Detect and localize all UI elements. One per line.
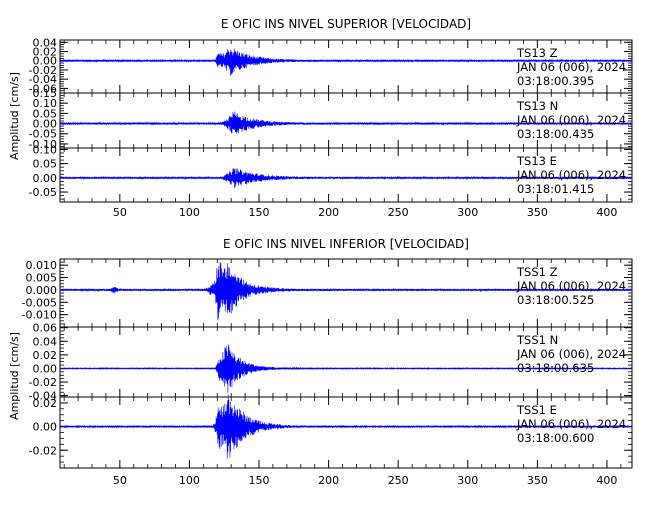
date-label: JAN 06 (006), 2024 bbox=[516, 279, 626, 293]
x-tick-label: 50 bbox=[113, 206, 127, 219]
x-tick-label: 150 bbox=[249, 474, 270, 487]
y-tick-label: 0.15 bbox=[33, 87, 58, 100]
x-tick-label: 400 bbox=[596, 474, 617, 487]
seismic-trace bbox=[59, 48, 633, 76]
y-tick-label: 0.00 bbox=[33, 55, 58, 68]
time-label: 03:18:01.415 bbox=[517, 182, 594, 196]
y-tick-label: 0.02 bbox=[33, 349, 58, 362]
y-axis-label: Amplitud [cm/s] bbox=[8, 72, 21, 160]
y-tick-label: -0.005 bbox=[22, 296, 57, 309]
x-tick-label: 350 bbox=[527, 206, 548, 219]
y-tick-label: -0.02 bbox=[29, 64, 57, 77]
y-tick-label: -0.02 bbox=[29, 444, 57, 457]
time-label: 03:18:00.525 bbox=[517, 293, 594, 307]
y-tick-label: -0.10 bbox=[29, 138, 57, 151]
y-tick-label: 0.04 bbox=[33, 335, 58, 348]
y-tick-label: 0.00 bbox=[33, 172, 58, 185]
y-tick-label: 0.005 bbox=[26, 272, 58, 285]
y-tick-label: 0.05 bbox=[33, 107, 58, 120]
station-label: TSS1 Z bbox=[516, 265, 558, 279]
y-tick-label: 0.10 bbox=[33, 143, 58, 156]
x-tick-label: 200 bbox=[318, 474, 339, 487]
y-tick-label: -0.010 bbox=[22, 309, 57, 322]
seismic-trace bbox=[59, 262, 633, 320]
x-tick-label: 100 bbox=[179, 206, 200, 219]
y-tick-label: 0.04 bbox=[33, 36, 58, 49]
time-label: 03:18:00.600 bbox=[517, 431, 594, 445]
y-tick-label: 0.10 bbox=[33, 97, 58, 110]
x-tick-label: 250 bbox=[388, 206, 409, 219]
x-tick-label: 250 bbox=[388, 474, 409, 487]
y-tick-label: 0.06 bbox=[33, 322, 58, 335]
y-tick-label: 0.02 bbox=[33, 46, 58, 59]
time-label: 03:18:00.635 bbox=[517, 361, 594, 375]
y-tick-label: 0.000 bbox=[26, 284, 58, 297]
date-label: JAN 06 (006), 2024 bbox=[516, 113, 626, 127]
y-axis-label: Amplitud [cm/s] bbox=[8, 332, 21, 420]
y-tick-label: -0.04 bbox=[29, 390, 57, 403]
y-tick-label: -0.02 bbox=[29, 376, 57, 389]
date-label: JAN 06 (006), 2024 bbox=[516, 417, 626, 431]
station-label: TS13 N bbox=[516, 99, 558, 113]
y-tick-label: -0.05 bbox=[29, 128, 57, 141]
y-tick-label: -0.06 bbox=[29, 82, 57, 95]
date-label: JAN 06 (006), 2024 bbox=[516, 168, 626, 182]
seismic-trace bbox=[59, 168, 633, 189]
y-tick-label: -0.04 bbox=[29, 73, 57, 86]
time-label: 03:18:00.435 bbox=[517, 127, 594, 141]
time-label: 03:18:00.395 bbox=[517, 74, 594, 88]
x-tick-label: 300 bbox=[457, 474, 478, 487]
y-tick-label: 0.010 bbox=[26, 259, 58, 272]
x-tick-label: 100 bbox=[179, 474, 200, 487]
station-label: TSS1 E bbox=[516, 403, 557, 417]
y-tick-label: 0.05 bbox=[33, 158, 58, 171]
y-tick-label: 0.02 bbox=[33, 397, 58, 410]
x-tick-label: 400 bbox=[596, 206, 617, 219]
station-label: TS13 Z bbox=[516, 46, 558, 60]
y-tick-label: -0.05 bbox=[29, 186, 57, 199]
x-tick-label: 150 bbox=[249, 206, 270, 219]
chart-title: E OFIC INS NIVEL SUPERIOR [VELOCIDAD] bbox=[221, 17, 471, 31]
y-tick-label: 0.00 bbox=[33, 421, 58, 434]
station-label: TS13 E bbox=[516, 154, 557, 168]
station-label: TSS1 N bbox=[516, 333, 558, 347]
seismic-trace bbox=[59, 111, 633, 134]
x-tick-label: 350 bbox=[527, 474, 548, 487]
x-tick-label: 50 bbox=[113, 474, 127, 487]
date-label: JAN 06 (006), 2024 bbox=[516, 60, 626, 74]
panel-frame bbox=[59, 147, 633, 203]
seismic-trace bbox=[59, 394, 633, 459]
chart-title: E OFIC INS NIVEL INFERIOR [VELOCIDAD] bbox=[223, 237, 469, 251]
date-label: JAN 06 (006), 2024 bbox=[516, 347, 626, 361]
x-tick-label: 300 bbox=[457, 206, 478, 219]
seismic-trace bbox=[59, 344, 633, 393]
y-tick-label: 0.00 bbox=[33, 362, 58, 375]
x-tick-label: 200 bbox=[318, 206, 339, 219]
y-tick-label: 0.00 bbox=[33, 118, 58, 131]
